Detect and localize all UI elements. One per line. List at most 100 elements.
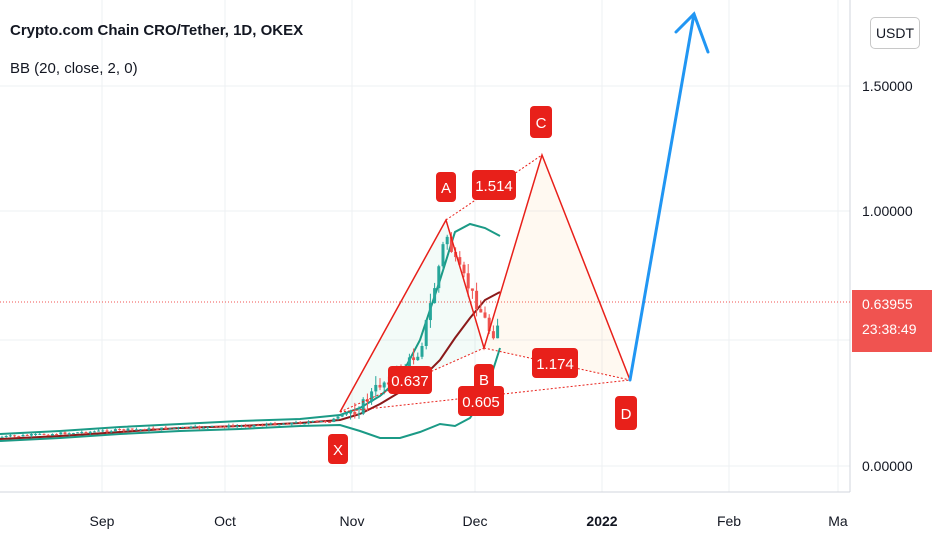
candle-body [458,257,462,265]
candle-body [428,303,432,321]
candle-body [466,273,470,289]
svg-text:X: X [333,442,343,459]
candle-body [223,426,227,428]
candle-body [193,426,197,428]
svg-text:0.605: 0.605 [462,394,500,411]
candle-body [227,425,231,428]
candle-body [172,428,176,430]
candle-body [50,434,54,436]
candle-body [25,434,29,436]
candle-body [412,357,416,361]
candle-body [424,320,428,346]
point-label-c: C [530,106,552,138]
candle-body [260,425,264,427]
candle-body [176,427,180,429]
candle-body [353,411,357,415]
candle-body [235,425,239,427]
point-label-a: A [436,172,456,202]
candle-body [420,345,424,357]
svg-text:23:38:49: 23:38:49 [862,321,917,337]
candle-body [445,236,449,245]
time-tick-label: 2022 [586,513,617,529]
candle-body [441,244,445,267]
candle-body [315,420,319,422]
candle-body [101,430,105,432]
candle-body [143,429,147,431]
svg-text:D: D [621,406,632,423]
price-tick-label: 1.50000 [862,78,913,94]
candle-body [252,425,256,427]
point-label-x: X [328,434,348,464]
candle-body [349,411,353,414]
candle-body [491,331,495,339]
candle-body [80,432,84,434]
candle-body [328,421,332,423]
candle-body [197,426,201,428]
candle-body [38,433,42,435]
candle-body [496,325,500,339]
ratio-label-1514: 1.514 [472,170,516,200]
svg-text:1.174: 1.174 [536,356,574,373]
candle-body [210,425,214,427]
candle-body [151,428,155,430]
candle-body [185,427,189,429]
time-tick-label: Feb [717,513,741,529]
candle-body [46,434,50,436]
candle-body [160,427,164,430]
candle-body [407,357,411,368]
candle-body [319,421,323,423]
candle-body [323,421,327,423]
ratio-label-1174: 1.174 [532,348,578,378]
candle-body [13,435,17,437]
candle-body [55,434,59,436]
time-tick-label: Ma [828,513,848,529]
candle-body [4,435,8,437]
candle-body [155,429,159,431]
candle-body [17,435,21,437]
candle-body [475,290,479,310]
candle-body [105,430,109,432]
time-tick-label: Dec [463,513,488,529]
candle-body [357,413,361,415]
time-tick-label: Oct [214,513,236,529]
candle-body [147,428,151,431]
candle-body [437,266,441,289]
candle-body [130,428,134,430]
candle-body [462,264,466,274]
svg-text:A: A [441,180,451,197]
candle-body [71,433,75,435]
currency-button[interactable]: USDT [870,17,920,49]
candle-body [214,425,218,427]
candle-body [84,432,88,434]
candle-body [302,423,306,425]
candle-body [365,399,369,402]
time-tick-label: Nov [340,513,365,529]
projection-arrow[interactable] [628,11,710,382]
candle-body [88,431,92,434]
candle-body [126,428,130,431]
candle-body [0,436,4,438]
candle-body [470,288,474,291]
candle-body [92,431,96,433]
candle-body [269,423,273,425]
candle-body [164,427,168,430]
chart-title: Crypto.com Chain CRO/Tether, 1D, OKEX [10,22,304,39]
candle-body [340,414,344,417]
candle-body [487,317,491,332]
price-tick-label: 1.00000 [862,203,913,219]
indicator-legend[interactable]: BB (20, close, 2, 0) [10,60,138,77]
candle-body [76,432,80,434]
candle-body [206,426,210,428]
candle-body [361,399,365,414]
candle-body [29,434,33,436]
time-axis[interactable]: Sep Oct Nov Dec 2022 Feb Ma [90,513,848,529]
candle-body [416,356,420,361]
price-axis[interactable]: 1.50000 1.00000 0.00000 [862,78,913,474]
candle-body [181,427,185,429]
candle-body [332,418,336,423]
candle-body [244,425,248,427]
candle-body [34,433,38,435]
candle-body [277,424,281,426]
ratio-label-0637: 0.637 [388,366,432,394]
